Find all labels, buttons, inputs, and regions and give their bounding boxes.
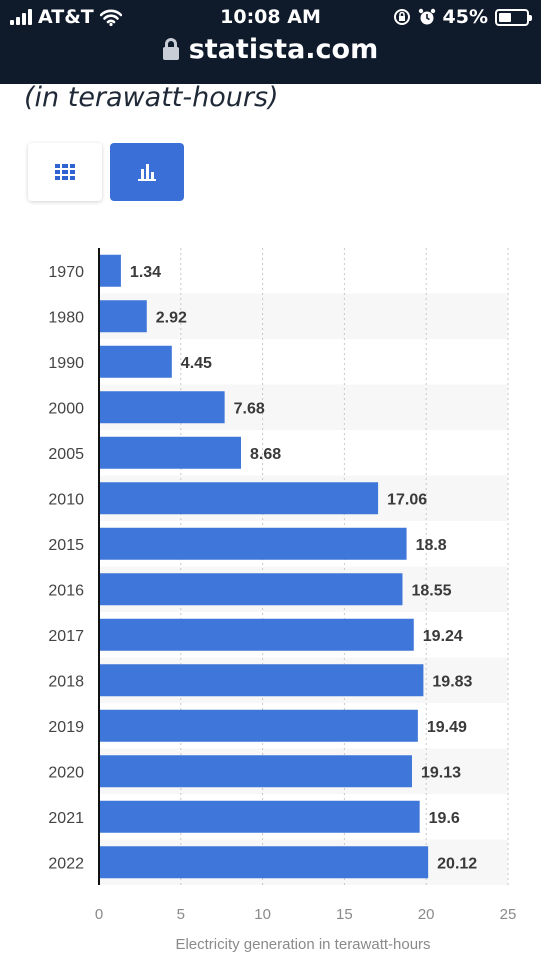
data-label: 17.06 bbox=[387, 491, 427, 508]
alarm-icon bbox=[418, 8, 435, 25]
y-tick-label: 2020 bbox=[48, 764, 84, 781]
data-label: 8.68 bbox=[250, 446, 281, 463]
bar bbox=[99, 573, 403, 606]
y-tick-label: 1970 bbox=[48, 264, 84, 281]
x-axis-title: Electricity generation in terawatt-hours bbox=[175, 936, 430, 953]
data-label: 19.83 bbox=[432, 673, 472, 690]
bar bbox=[99, 482, 379, 515]
bar bbox=[99, 800, 420, 833]
bar bbox=[99, 254, 121, 287]
bar-chart: 0 5 10 15 20 25 1.34 1970 2.92 1980 4.45 1990 7.68 20… bbox=[48, 248, 517, 953]
url-bar[interactable]: statista.com bbox=[0, 34, 541, 65]
data-label: 1.34 bbox=[130, 264, 161, 281]
data-label: 4.45 bbox=[181, 355, 212, 372]
x-tick-label: 25 bbox=[500, 906, 517, 923]
grid-icon bbox=[55, 164, 75, 180]
data-label: 19.6 bbox=[429, 810, 460, 827]
carrier-label: AT&T bbox=[38, 6, 94, 28]
y-tick-label: 2010 bbox=[48, 491, 84, 508]
y-tick-label: 2017 bbox=[48, 628, 84, 645]
y-tick-label: 1990 bbox=[48, 355, 84, 372]
chart-subtitle: (in terawatt-hours) bbox=[24, 82, 279, 113]
bar bbox=[99, 618, 414, 651]
bar bbox=[99, 345, 172, 378]
bar bbox=[99, 391, 225, 424]
bar-chart-icon bbox=[138, 164, 156, 181]
bar bbox=[99, 846, 429, 879]
data-label: 2.92 bbox=[156, 309, 187, 326]
data-label: 18.55 bbox=[411, 582, 451, 599]
status-bar: AT&T 10:08 AM 45% bbox=[0, 0, 541, 84]
x-tick-label: 0 bbox=[95, 906, 103, 923]
orientation-lock-icon bbox=[393, 9, 410, 25]
bar bbox=[99, 664, 424, 697]
battery-percent: 45% bbox=[442, 6, 488, 28]
y-tick-label: 2018 bbox=[48, 673, 84, 690]
y-tick-label: 2016 bbox=[48, 582, 84, 599]
bar bbox=[99, 300, 147, 333]
y-tick-label: 2021 bbox=[48, 810, 84, 827]
y-tick-label: 2000 bbox=[48, 400, 84, 417]
bar bbox=[99, 755, 412, 788]
data-label: 19.24 bbox=[423, 628, 463, 645]
x-tick-label: 20 bbox=[418, 906, 435, 923]
wifi-icon bbox=[99, 9, 122, 26]
x-tick-label: 10 bbox=[254, 906, 271, 923]
y-tick-label: 2005 bbox=[48, 446, 84, 463]
y-tick-label: 2019 bbox=[48, 719, 84, 736]
signal-icon bbox=[10, 9, 32, 25]
table-view-button[interactable] bbox=[28, 143, 102, 201]
bar bbox=[99, 527, 407, 560]
data-label: 19.13 bbox=[421, 764, 461, 781]
x-tick-label: 5 bbox=[177, 906, 185, 923]
data-label: 19.49 bbox=[427, 719, 467, 736]
data-label: 7.68 bbox=[234, 400, 265, 417]
lock-icon bbox=[162, 38, 179, 60]
url-domain: statista.com bbox=[188, 34, 379, 65]
battery-icon bbox=[495, 8, 532, 26]
clock: 10:08 AM bbox=[220, 6, 321, 28]
data-label: 18.8 bbox=[416, 537, 447, 554]
row-band bbox=[99, 293, 508, 339]
y-tick-label: 2022 bbox=[48, 855, 84, 872]
bar bbox=[99, 709, 418, 742]
data-label: 20.12 bbox=[437, 855, 477, 872]
y-tick-label: 2015 bbox=[48, 537, 84, 554]
x-tick-label: 15 bbox=[336, 906, 353, 923]
chart-view-button[interactable] bbox=[110, 143, 184, 201]
y-tick-label: 1980 bbox=[48, 309, 84, 326]
bar bbox=[99, 436, 242, 469]
